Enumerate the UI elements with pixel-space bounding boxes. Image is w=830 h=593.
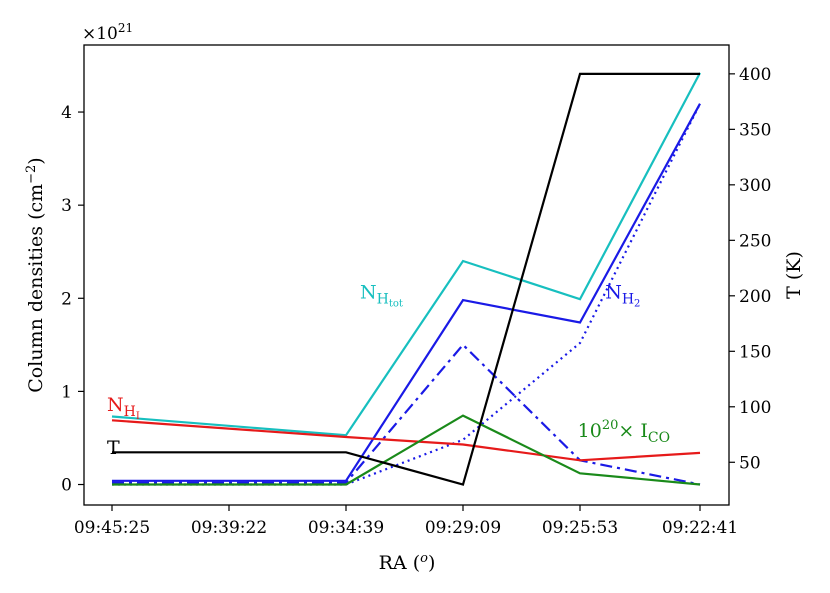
y-left-tick-label: 4 <box>61 103 72 123</box>
y-left-tick-label: 3 <box>61 196 72 216</box>
x-axis-label: RA (o) <box>379 551 436 574</box>
y-left-tick-label: 2 <box>61 289 72 309</box>
x-tick-label: 09:25:53 <box>542 518 618 538</box>
annotation-n-hi: NHI <box>107 394 140 422</box>
series-line-n_h2 <box>112 103 701 482</box>
left-axis: 0 1 2 3 4 <box>61 103 84 496</box>
x-tick-label: 09:39:22 <box>191 518 267 538</box>
y-right-tick-label: 300 <box>739 176 771 196</box>
y-left-tick-label: 0 <box>61 476 72 496</box>
right-axis: 50 100 150 200 250 300 350 400 <box>729 65 771 473</box>
x-tick-label: 09:34:39 <box>308 518 384 538</box>
y-right-tick-label: 50 <box>739 453 761 473</box>
x-tick-label: 09:22:41 <box>662 518 738 538</box>
series-line-temperature <box>112 72 700 486</box>
x-tick-label: 09:29:09 <box>425 518 501 538</box>
y-right-tick-label: 150 <box>739 342 771 362</box>
y-right-tick-label: 350 <box>739 120 771 140</box>
y-left-tick-label: 1 <box>61 382 72 402</box>
annotation-n-h2: NH2 <box>605 281 640 309</box>
y-right-tick-label: 100 <box>739 398 771 418</box>
x-axis: 09:45:25 09:39:22 09:34:39 09:29:09 09:25:53… <box>74 505 738 538</box>
series-line-n_hi <box>111 419 701 462</box>
y-right-tick-label: 200 <box>739 287 771 307</box>
series-line-i_co <box>112 414 701 486</box>
annotation-n-htot: NHtot <box>360 281 403 309</box>
x-tick-label: 09:45:25 <box>74 518 150 538</box>
y-left-multiplier: ×1021 <box>82 21 133 44</box>
y-right-tick-label: 250 <box>739 231 771 251</box>
plot-area-frame <box>83 44 730 506</box>
y-right-axis-label: T (K) <box>783 251 805 299</box>
y-right-tick-label: 400 <box>739 65 771 85</box>
annotations: NHtot NH2 NHI T 1020× ICO <box>107 281 670 459</box>
series-layer <box>111 72 701 486</box>
annotation-i-co: 1020× ICO <box>578 418 670 446</box>
annotation-temperature: T <box>107 437 120 459</box>
y-left-axis-label: Column densities (cm−2) <box>24 157 47 392</box>
series-line-n_h2_dashdot <box>112 343 701 486</box>
series-line-n_htot <box>111 72 701 437</box>
